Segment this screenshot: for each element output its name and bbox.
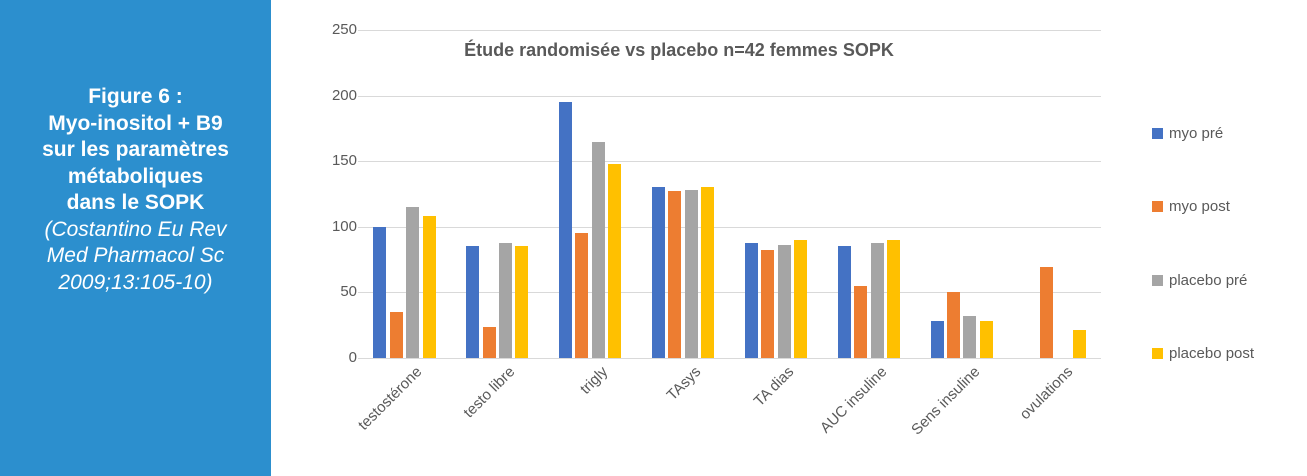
bar-placebo-pré-Sens-insuline xyxy=(963,316,977,358)
y-tick-label-200: 200 xyxy=(331,86,357,104)
gridline-150 xyxy=(358,161,1101,163)
bar-placebo-post-trigly xyxy=(608,163,622,358)
legend-label-myo-pré: myo pré xyxy=(1169,124,1224,142)
x-axis-label-testo-libre: testo libre xyxy=(460,363,519,422)
bar-myo-pré-Sens-insuline xyxy=(930,321,944,358)
gridline-0 xyxy=(358,358,1101,359)
bar-myo-pré-TA-dias xyxy=(744,242,758,358)
gridline-100 xyxy=(358,226,1101,228)
x-axis-label-testostérone: testostérone xyxy=(355,363,426,434)
legend-swatch-placebo-pré xyxy=(1152,274,1163,286)
bar-placebo-post-TA-dias xyxy=(794,239,808,358)
y-tick-label-100: 100 xyxy=(331,217,357,235)
bar-myo-post-ovulations xyxy=(1039,267,1053,358)
bar-myo-pré-trigly xyxy=(559,102,573,358)
bar-chart: Étude randomisée vs placebo n=42 femmes … xyxy=(272,0,1307,476)
bar-placebo-pré-testostérone xyxy=(406,207,420,358)
x-axis-label-Sens-insuline: Sens insuline xyxy=(907,363,984,439)
legend-item-placebo-post: placebo post xyxy=(1152,345,1255,362)
bar-placebo-post-Sens-insuline xyxy=(979,321,993,358)
legend-item-myo-pré: myo pré xyxy=(1152,124,1224,142)
bar-myo-post-trigly xyxy=(575,233,589,358)
gridline-250 xyxy=(358,30,1101,31)
bar-myo-pré-testo-libre xyxy=(466,246,480,358)
legend-swatch-placebo-post xyxy=(1152,348,1163,359)
bar-myo-post-Sens-insuline xyxy=(946,292,960,358)
bar-placebo-pré-testo-libre xyxy=(499,242,512,358)
bar-placebo-pré-AUC-insuline xyxy=(870,242,884,358)
x-axis-label-ovulations: ovulations xyxy=(1016,363,1076,424)
x-axis-label-trigly: trigly xyxy=(577,363,612,398)
bar-myo-post-testostérone xyxy=(389,312,403,358)
legend-label-placebo-post: placebo post xyxy=(1169,345,1255,362)
bar-placebo-pré-trigly xyxy=(591,141,605,358)
bar-placebo-post-testostérone xyxy=(422,216,436,358)
bar-placebo-pré-TA-dias xyxy=(777,245,791,358)
y-tick-label-150: 150 xyxy=(331,152,357,170)
bar-myo-post-TA-dias xyxy=(761,250,775,358)
bar-myo-post-AUC-insuline xyxy=(854,285,868,358)
legend-label-myo-post: myo post xyxy=(1169,198,1230,215)
x-axis-label-AUC-insuline: AUC insuline xyxy=(816,363,891,437)
bar-myo-pré-TAsys xyxy=(651,187,665,358)
figure-caption: Figure 6 : Myo-inositol + B9 sur les par… xyxy=(42,85,229,214)
y-tick-label-50: 50 xyxy=(340,283,357,301)
legend-item-placebo-pré: placebo pré xyxy=(1152,271,1248,289)
gridline-50 xyxy=(358,292,1101,294)
bar-myo-pré-AUC-insuline xyxy=(837,246,851,358)
figure-caption-panel: Figure 6 : Myo-inositol + B9 sur les par… xyxy=(0,0,271,476)
legend-swatch-myo-pré xyxy=(1152,127,1163,139)
bar-myo-post-testo-libre xyxy=(482,326,496,358)
y-tick-label-250: 250 xyxy=(331,21,357,38)
legend-item-myo-post: myo post xyxy=(1152,198,1230,215)
figure-citation: (Costantino Eu Rev Med Pharmacol Sc 2009… xyxy=(44,217,227,294)
bar-placebo-post-TAsys xyxy=(701,187,715,358)
bar-placebo-post-AUC-insuline xyxy=(886,239,900,358)
bar-myo-post-TAsys xyxy=(668,191,682,358)
x-axis-label-TA-dias: TA dias xyxy=(750,363,798,410)
x-axis-label-TAsys: TAsys xyxy=(663,363,705,404)
chart-title: Étude randomisée vs placebo n=42 femmes … xyxy=(464,40,894,60)
gridline-200 xyxy=(358,95,1101,97)
bar-myo-pré-testostérone xyxy=(373,226,387,358)
bar-placebo-post-ovulations xyxy=(1072,330,1086,358)
legend-label-placebo-pré: placebo pré xyxy=(1169,271,1248,289)
bar-placebo-post-testo-libre xyxy=(515,246,529,358)
legend-swatch-myo-post xyxy=(1152,201,1163,212)
y-tick-label-0: 0 xyxy=(348,349,357,366)
bar-placebo-pré-TAsys xyxy=(684,190,698,358)
